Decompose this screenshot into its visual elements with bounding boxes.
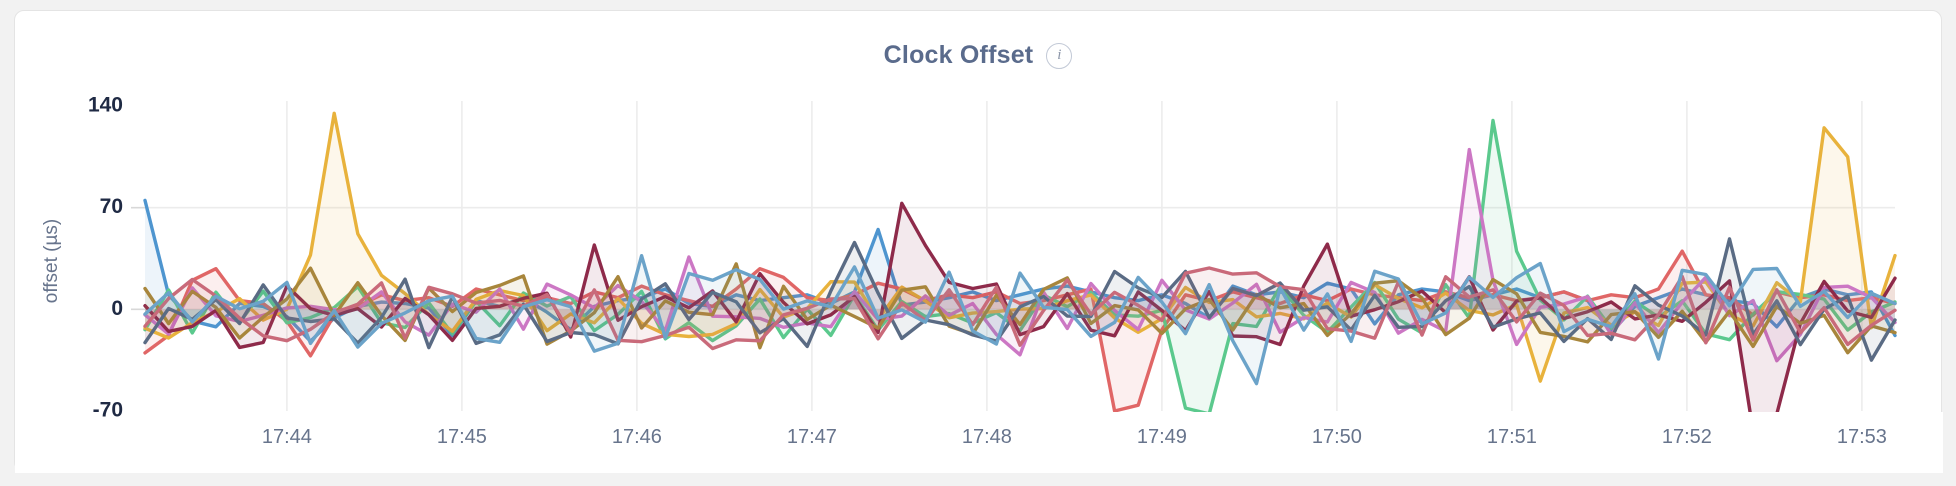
card-header: Clock Offset i bbox=[15, 41, 1941, 70]
below-axis-mask bbox=[15, 412, 1943, 473]
series-area-series-green bbox=[145, 120, 1895, 414]
x-tick-label: 17:45 bbox=[437, 426, 487, 448]
x-tick-label: 17:44 bbox=[262, 426, 312, 448]
series-area-series-blue bbox=[145, 200, 1895, 342]
series-line-series-green[interactable] bbox=[143, 118, 1897, 416]
y-tick-label: -70 bbox=[93, 399, 123, 422]
x-tick-label: 17:47 bbox=[787, 426, 837, 448]
series-line-series-maroon[interactable] bbox=[143, 201, 1897, 433]
series-line-series-rose[interactable] bbox=[143, 266, 1897, 351]
gridlines bbox=[145, 101, 1895, 411]
x-axis-ticks: 17:44 17:45 17:46 17:47 17:48 17:49 17:50 17:51… bbox=[262, 426, 1887, 448]
y-tick-label: 140 bbox=[88, 94, 123, 117]
y-axis-title: offset (µs) bbox=[41, 219, 62, 304]
x-tick-label: 17:53 bbox=[1837, 426, 1887, 448]
chart-plot-area: -70 0 70 140 17:44 17:45 17:46 17:47 17:48 17:49… bbox=[15, 11, 1943, 473]
x-tick-label: 17:46 bbox=[612, 426, 662, 448]
series-area-series-olive bbox=[145, 263, 1895, 353]
series-group bbox=[15, 111, 1943, 473]
series-area-series-teal-blue bbox=[145, 255, 1895, 384]
page-title: Clock Offset bbox=[883, 41, 1034, 69]
y-tick-label: 70 bbox=[100, 195, 123, 218]
series-line-series-teal-blue[interactable] bbox=[143, 254, 1897, 386]
clock-offset-line-chart: -70 0 70 140 17:44 17:45 17:46 17:47 17:48 17:49… bbox=[15, 94, 1943, 473]
y-tick-label: 0 bbox=[111, 297, 123, 320]
x-tick-label: 17:52 bbox=[1662, 426, 1712, 448]
x-tick-label: 17:48 bbox=[962, 426, 1012, 448]
x-tick-label: 17:51 bbox=[1487, 426, 1537, 448]
y-axis-ticks: -70 0 70 140 bbox=[88, 94, 145, 422]
series-area-series-maroon bbox=[145, 203, 1895, 432]
clock-offset-card: Clock Offset i -70 0 70 140 17:44 17:45 17:46… bbox=[14, 10, 1943, 473]
info-circle-icon[interactable]: i bbox=[1046, 42, 1073, 69]
x-tick-label: 17:50 bbox=[1312, 426, 1362, 448]
series-area-series-orchid bbox=[145, 149, 1895, 361]
x-tick-label: 17:49 bbox=[1137, 426, 1187, 448]
